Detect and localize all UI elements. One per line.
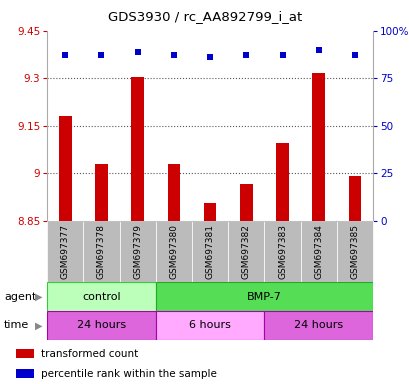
Bar xyxy=(191,221,228,282)
Bar xyxy=(167,164,180,221)
Point xyxy=(279,52,285,58)
Text: GDS3930 / rc_AA892799_i_at: GDS3930 / rc_AA892799_i_at xyxy=(108,10,301,23)
Bar xyxy=(119,221,155,282)
Point xyxy=(351,52,357,58)
Text: percentile rank within the sample: percentile rank within the sample xyxy=(41,369,217,379)
Point xyxy=(98,52,105,58)
Text: GSM697378: GSM697378 xyxy=(97,224,106,279)
Text: GSM697383: GSM697383 xyxy=(277,224,286,279)
Text: GSM697382: GSM697382 xyxy=(241,224,250,279)
Bar xyxy=(155,311,264,340)
Bar xyxy=(131,77,144,221)
Point xyxy=(170,52,177,58)
Text: GSM697380: GSM697380 xyxy=(169,224,178,279)
Bar xyxy=(239,184,252,221)
Point xyxy=(207,54,213,60)
Text: transformed count: transformed count xyxy=(41,349,138,359)
Bar xyxy=(300,221,336,282)
Text: ▶: ▶ xyxy=(35,320,43,331)
Point xyxy=(315,46,321,53)
Bar xyxy=(155,282,372,311)
Bar xyxy=(312,73,324,221)
Bar xyxy=(336,221,372,282)
Bar xyxy=(59,116,72,221)
Text: time: time xyxy=(4,320,29,331)
Bar xyxy=(47,221,83,282)
Bar xyxy=(228,221,264,282)
Bar xyxy=(203,204,216,221)
Point xyxy=(62,52,68,58)
Bar xyxy=(276,143,288,221)
Bar xyxy=(83,221,119,282)
Text: GSM697379: GSM697379 xyxy=(133,224,142,279)
Text: ▶: ▶ xyxy=(35,291,43,302)
Text: GSM697384: GSM697384 xyxy=(314,224,322,279)
Text: agent: agent xyxy=(4,291,36,302)
Point xyxy=(134,48,141,55)
Point xyxy=(243,52,249,58)
Text: GSM697381: GSM697381 xyxy=(205,224,214,279)
Bar xyxy=(47,311,155,340)
Bar xyxy=(16,369,34,378)
Text: 24 hours: 24 hours xyxy=(294,320,342,331)
Text: 24 hours: 24 hours xyxy=(77,320,126,331)
Bar xyxy=(155,221,191,282)
Bar xyxy=(47,282,155,311)
Bar xyxy=(264,221,300,282)
Bar xyxy=(348,177,360,221)
Text: GSM697377: GSM697377 xyxy=(61,224,70,279)
Text: BMP-7: BMP-7 xyxy=(246,291,281,302)
Bar xyxy=(16,349,34,358)
Text: GSM697385: GSM697385 xyxy=(350,224,359,279)
Bar xyxy=(264,311,372,340)
Bar xyxy=(95,164,108,221)
Text: 6 hours: 6 hours xyxy=(189,320,231,331)
Text: control: control xyxy=(82,291,121,302)
